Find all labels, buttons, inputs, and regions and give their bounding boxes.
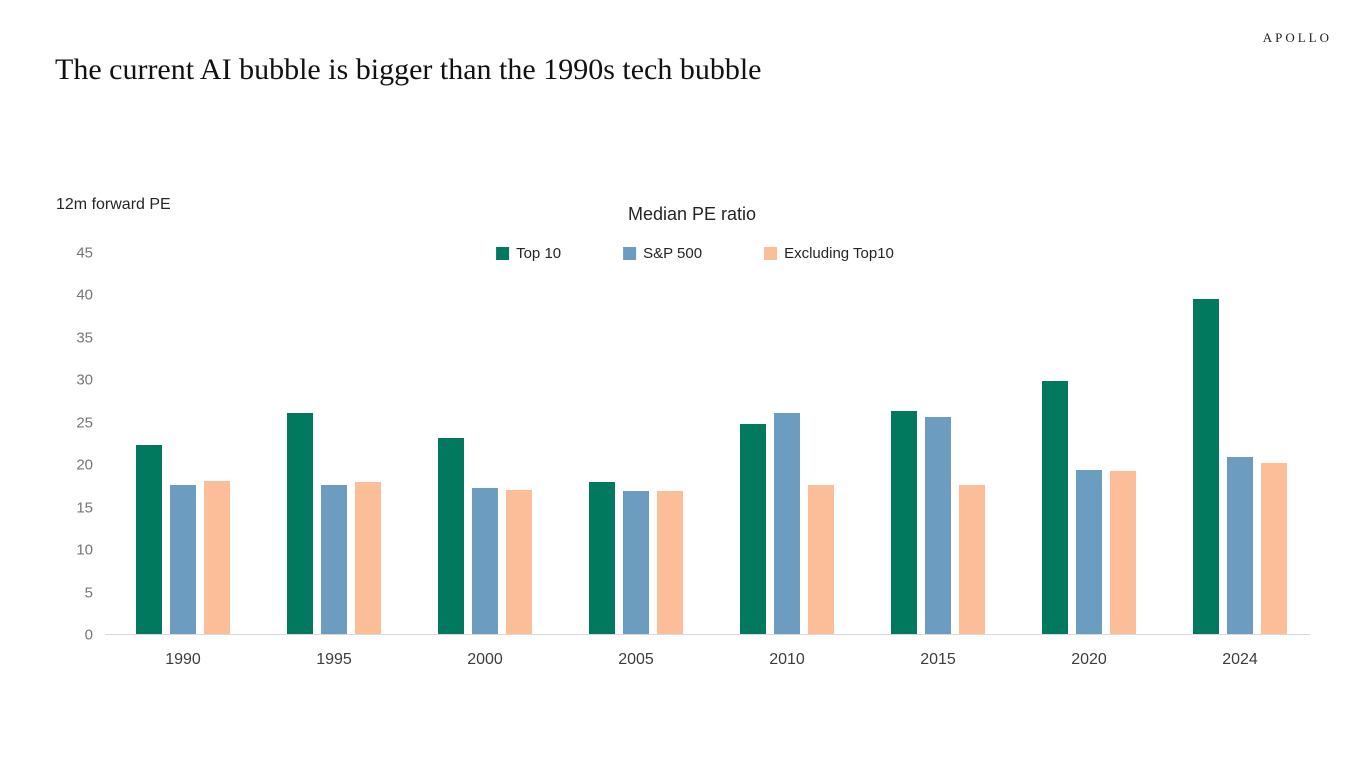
- y-tick-label-5: 5: [84, 584, 93, 602]
- bar-top-10-2020: [1042, 381, 1068, 634]
- bar-sandp-500-2015: [925, 416, 951, 634]
- apollo-logo: APOLLO: [1262, 30, 1332, 45]
- legend-item-excluding-top10: Excluding Top10: [764, 245, 894, 262]
- legend-swatch-excluding-top10: [764, 247, 778, 260]
- x-tick-label-1995: 1995: [316, 651, 352, 668]
- page-title: The current AI bubble is bigger than the…: [55, 53, 762, 86]
- y-tick-label-10: 10: [76, 541, 93, 559]
- x-tick-label-2000: 2000: [467, 651, 503, 668]
- y-tick-label-20: 20: [76, 456, 93, 474]
- y-tick-label-45: 45: [76, 244, 93, 262]
- y-tick-label-40: 40: [76, 286, 93, 304]
- bar-top-10-1990: [136, 444, 162, 634]
- bar-sandp-500-1990: [170, 485, 196, 634]
- bar-top-10-2000: [438, 437, 464, 634]
- y-axis-title: 12m forward PE: [56, 196, 171, 213]
- bar-top-10-2024: [1193, 298, 1219, 634]
- x-tick-label-2024: 2024: [1222, 651, 1258, 668]
- y-tick-label-15: 15: [76, 499, 93, 517]
- y-tick-label-30: 30: [76, 371, 93, 389]
- x-tick-label-2015: 2015: [920, 651, 956, 668]
- bar-excluding-top10-1995: [355, 482, 381, 634]
- bar-excluding-top10-2024: [1261, 463, 1287, 634]
- bar-excluding-top10-2020: [1110, 471, 1136, 634]
- y-tick-label-25: 25: [76, 414, 93, 432]
- x-tick-label-2020: 2020: [1071, 651, 1107, 668]
- bar-top-10-2010: [740, 424, 766, 634]
- bar-sandp-500-2020: [1076, 470, 1102, 634]
- bar-sandp-500-2010: [774, 413, 800, 634]
- legend-swatch-top-10: [496, 247, 510, 260]
- legend-item-sandp-500: S&P 500: [623, 245, 702, 262]
- legend-label-sandp-500: S&P 500: [643, 245, 703, 262]
- bar-chart-plot-area: [105, 253, 1310, 635]
- legend-label-top-10: Top 10: [516, 245, 562, 262]
- y-tick-label-0: 0: [84, 626, 93, 644]
- bar-sandp-500-2000: [472, 488, 498, 634]
- chart-subtitle: Median PE ratio: [627, 204, 757, 224]
- bar-top-10-2015: [891, 410, 917, 634]
- y-tick-label-35: 35: [76, 329, 93, 347]
- legend-swatch-sandp-500: [623, 247, 637, 260]
- bar-top-10-2005: [589, 482, 615, 634]
- bar-excluding-top10-1990: [204, 481, 230, 634]
- x-tick-label-1990: 1990: [165, 651, 201, 668]
- bar-sandp-500-1995: [321, 484, 347, 634]
- bar-sandp-500-2024: [1227, 457, 1253, 634]
- bar-excluding-top10-2010: [808, 485, 834, 634]
- x-tick-label-2005: 2005: [618, 651, 654, 668]
- x-tick-label-2010: 2010: [769, 651, 805, 668]
- bar-sandp-500-2005: [623, 490, 649, 634]
- legend-label-excluding-top10: Excluding Top10: [784, 245, 894, 262]
- legend-item-top-10: Top 10: [496, 245, 561, 262]
- bar-excluding-top10-2015: [959, 485, 985, 634]
- bar-top-10-1995: [287, 413, 313, 634]
- chart-legend: Top 10 S&P 500 Excluding Top10: [496, 245, 894, 262]
- bar-excluding-top10-2005: [657, 490, 683, 634]
- bar-excluding-top10-2000: [506, 489, 532, 634]
